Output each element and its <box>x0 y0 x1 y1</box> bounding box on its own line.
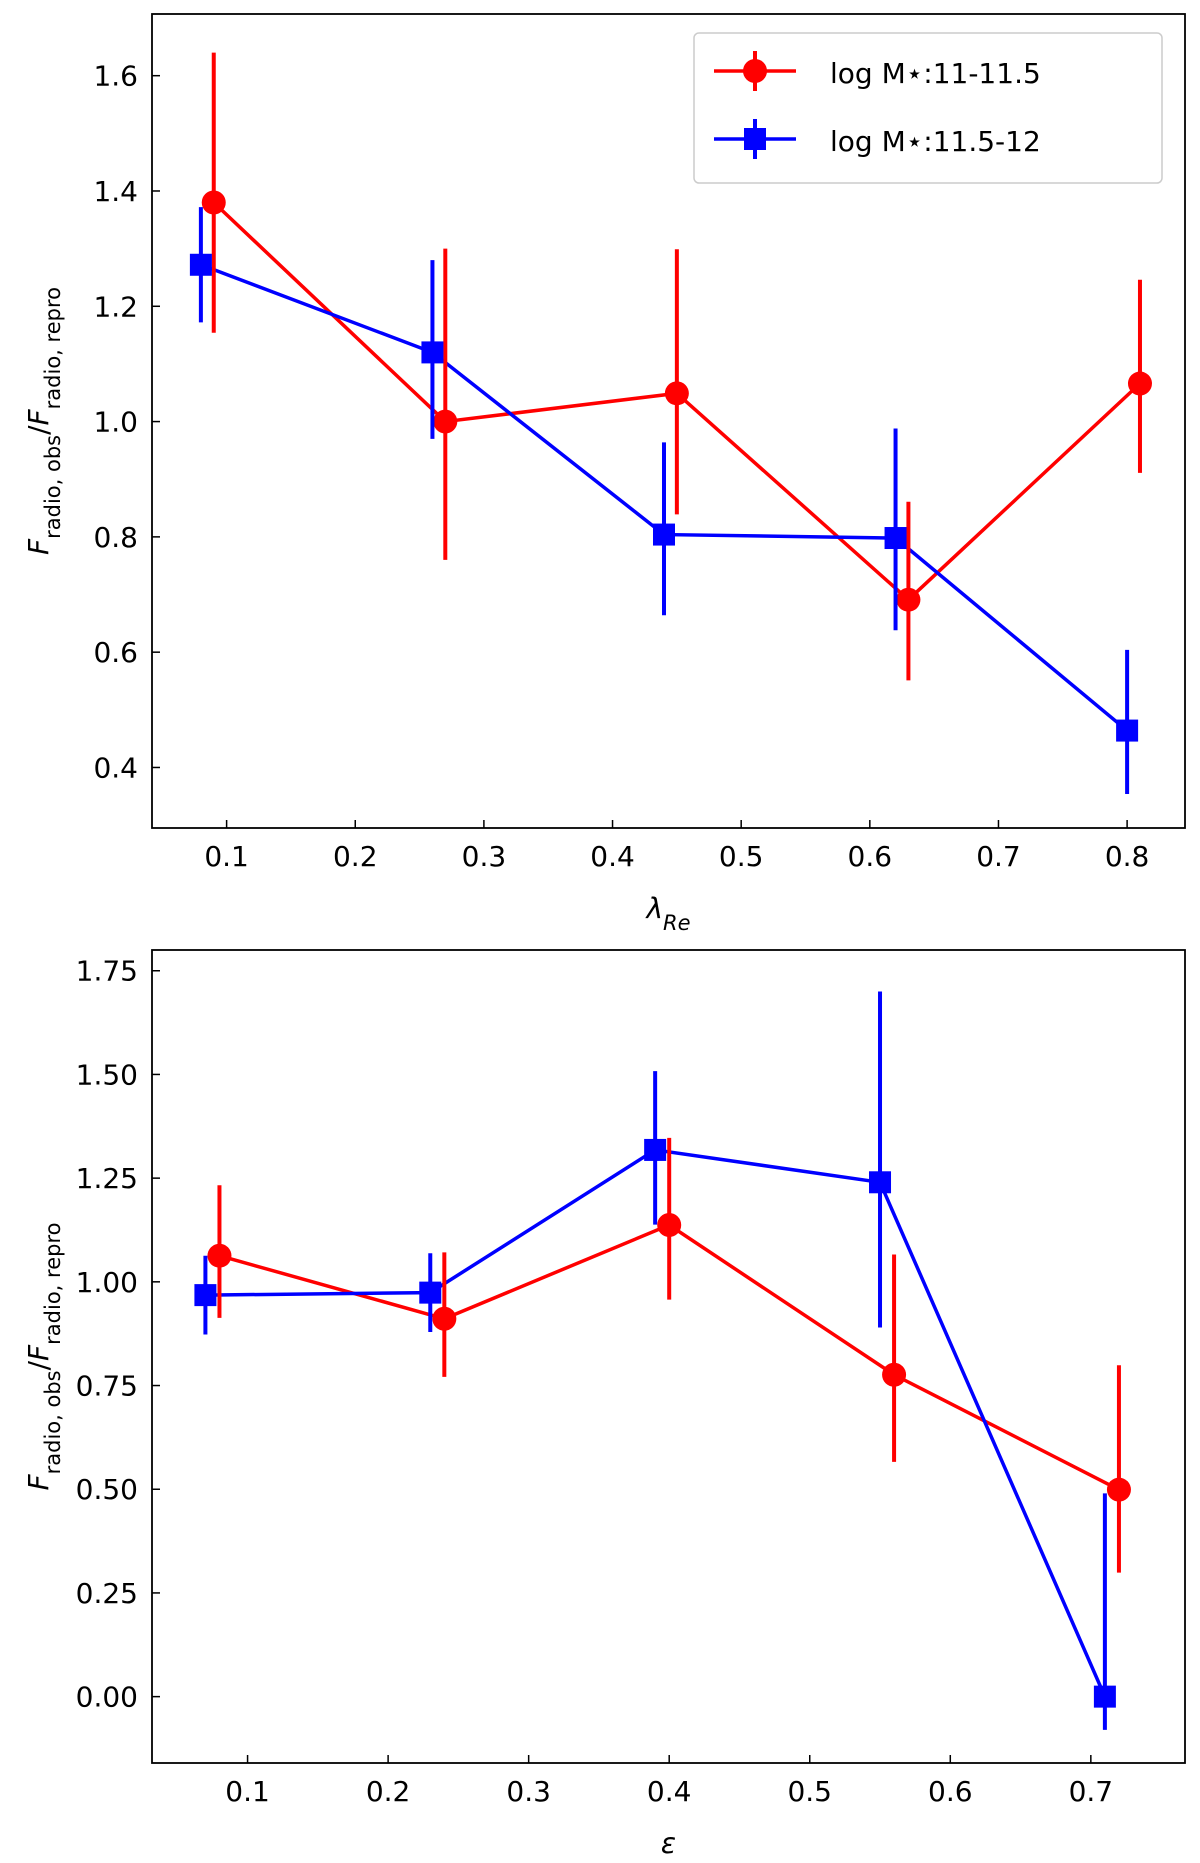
marker <box>421 341 444 364</box>
marker <box>201 190 226 215</box>
marker <box>652 523 675 546</box>
x-tick-label: 0.7 <box>1069 1775 1114 1808</box>
label-part: / <box>22 1360 55 1370</box>
y-tick-label: 1.75 <box>76 955 138 988</box>
x-tick-label: 0.5 <box>787 1775 832 1808</box>
x-tick-label: 0.8 <box>1105 840 1150 873</box>
marker <box>1127 371 1152 396</box>
label-part: λ <box>644 892 663 925</box>
x-tick-label: 0.6 <box>928 1775 973 1808</box>
marker <box>869 1171 892 1194</box>
marker <box>207 1243 232 1268</box>
legend-frame <box>693 32 1163 184</box>
y-tick-label: 0.8 <box>93 521 138 554</box>
chart: 0.1 0.2 0.3 0.4 0.5 0.6 0.7 0.00 0.25 0.50 0.75 1.0… <box>22 949 1186 1860</box>
y-tick-label: 0.25 <box>76 1577 138 1610</box>
legend-marker <box>743 59 767 83</box>
x-tick-label: 0.1 <box>225 1775 270 1808</box>
x-tick-label: 0.3 <box>506 1775 551 1808</box>
plot-area <box>194 991 1131 1730</box>
y-tick-label: 0.4 <box>93 751 138 784</box>
marker <box>189 253 212 276</box>
label-part: F <box>22 1344 55 1361</box>
legend-label: log M⋆:11.5-12 <box>830 125 1041 158</box>
marker <box>657 1213 682 1238</box>
marker <box>432 1306 457 1331</box>
label-part: radio, obs <box>41 1370 65 1474</box>
y-axis-label: Fradio, obs​/Fradio, repro​ <box>22 1223 65 1491</box>
label-part: Re <box>663 911 691 935</box>
marker <box>194 1284 217 1307</box>
marker <box>884 527 907 550</box>
y-tick-label: 0.00 <box>76 1681 138 1714</box>
y-tick-label: 1.6 <box>93 60 138 93</box>
axes-frame <box>151 949 1186 1764</box>
marker <box>419 1281 442 1304</box>
x-axis-label: ε <box>661 1827 676 1860</box>
y-tick-label: 1.00 <box>76 1266 138 1299</box>
legend-label: log M⋆:11-11.5 <box>830 57 1041 90</box>
marker <box>664 381 689 406</box>
axes-frame <box>151 13 1186 829</box>
x-axis-label: λRe​ <box>644 892 690 935</box>
marker <box>896 587 921 612</box>
x-tick-label: 0.2 <box>366 1775 411 1808</box>
chart: 0.1 0.2 0.3 0.4 0.5 0.6 0.7 0.8 0.4 0.6 0.8 1.0 1.2 1… <box>22 13 1186 935</box>
marker <box>1116 719 1139 742</box>
y-axis-label: Fradio, obs​/Fradio, repro​ <box>22 287 65 555</box>
x-tick-label: 0.6 <box>848 840 893 873</box>
label-part: / <box>22 425 55 435</box>
y-tick-label: 0.50 <box>76 1473 138 1506</box>
x-tick-label: 0.4 <box>647 1775 692 1808</box>
x-tick-label: 0.5 <box>719 840 764 873</box>
y-tick-label: 0.75 <box>76 1370 138 1403</box>
legend-marker <box>744 128 766 150</box>
plot-area <box>189 52 1152 794</box>
legend: log M⋆:11-11.5 log M⋆:11.5-12 <box>693 32 1163 184</box>
label-part: radio, repro <box>41 1223 65 1345</box>
label-part: F <box>22 408 55 425</box>
label-part: radio, repro <box>41 287 65 409</box>
label-part: ε <box>661 1827 676 1860</box>
y-tick-label: 1.50 <box>76 1058 138 1091</box>
marker <box>1106 1477 1131 1502</box>
x-tick-label: 0.2 <box>333 840 378 873</box>
label-part: F <box>22 538 55 555</box>
label-part: radio, obs <box>41 435 65 539</box>
marker <box>1093 1685 1116 1708</box>
y-tick-label: 1.2 <box>93 290 138 323</box>
y-tick-label: 1.4 <box>93 175 138 208</box>
y-tick-label: 1.25 <box>76 1162 138 1195</box>
x-tick-label: 0.1 <box>204 840 249 873</box>
marker <box>882 1362 907 1387</box>
marker <box>433 409 458 434</box>
x-tick-label: 0.3 <box>462 840 507 873</box>
label-part: F <box>22 1473 55 1490</box>
y-tick-label: 0.6 <box>93 636 138 669</box>
x-tick-label: 0.7 <box>976 840 1021 873</box>
x-tick-label: 0.4 <box>590 840 635 873</box>
y-tick-label: 1.0 <box>93 406 138 439</box>
marker <box>644 1138 667 1161</box>
